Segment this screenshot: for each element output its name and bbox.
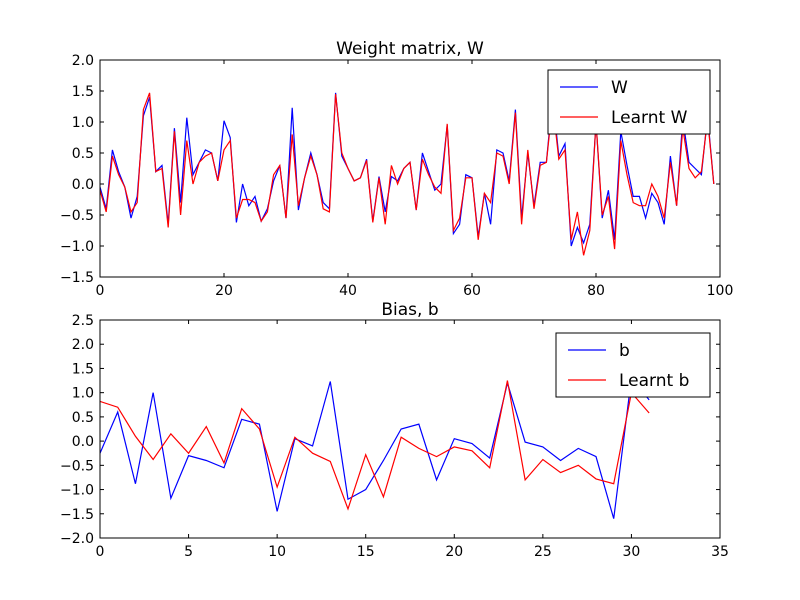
bias-xtick-label: 25	[534, 544, 552, 560]
bias-chart: Bias, b 0 5 10 15 20 25 30 35 −2.0 −1.5 −1.0 −0.5 0.…	[60, 300, 729, 560]
bias-ytick-label: −0.5	[60, 458, 94, 474]
bias-legend-label: Learnt b	[619, 371, 689, 391]
bias-xtick-label: 30	[623, 544, 641, 560]
bias-ytick-label: 0.0	[72, 434, 94, 450]
weight-matrix-ytick-label: −1.0	[60, 239, 94, 255]
bias-ytick-label: 1.0	[72, 386, 94, 402]
bias-legend-box	[555, 332, 711, 398]
weight-matrix-xtick-label: 60	[463, 283, 481, 299]
bias-xtick-label: 35	[711, 544, 729, 560]
weight-matrix-ytick-label: −0.5	[60, 208, 94, 224]
bias-plot-frame	[99, 319, 721, 539]
bias-ytick-label: 2.5	[72, 313, 94, 329]
bias-xtick-label: 5	[184, 544, 193, 560]
bias-ytick-label: −1.5	[60, 507, 94, 523]
bias-ytick-label: −1.0	[60, 483, 94, 499]
bias-legend: b Learnt b	[555, 332, 711, 398]
weight-matrix-xtick-label: 20	[215, 283, 233, 299]
bias-series	[100, 376, 650, 519]
weight-matrix-chart: Weight matrix, W 0 20 40 60 80 100 −1.5 −1.0 −0.…	[60, 39, 733, 299]
weight-matrix-title: Weight matrix, W	[336, 39, 484, 59]
weight-matrix-legend: W Learnt W	[547, 69, 711, 135]
bias-xtick-label: 0	[96, 544, 105, 560]
weight-matrix-xtick-label: 0	[96, 283, 105, 299]
bias-xtick-label: 20	[445, 544, 463, 560]
weight-matrix-xtick-label: 80	[587, 283, 605, 299]
weight-matrix-ytick-label: 1.5	[72, 84, 94, 100]
weight-matrix-ytick-label: 1.0	[72, 115, 94, 131]
weight-matrix-xtick-label: 40	[339, 283, 357, 299]
bias-xtick-label: 15	[357, 544, 375, 560]
weight-matrix-series-learnt-w	[100, 92, 715, 256]
weight-matrix-ytick-label: 0.5	[72, 146, 94, 162]
bias-ytick-label: −2.0	[60, 531, 94, 547]
bias-ticks: 0 5 10 15 20 25 30 35 −2.0 −1.5 −1.0 −0.5 0.0 0.5 1.0 1…	[60, 313, 729, 560]
weight-matrix-legend-label: W	[611, 78, 628, 98]
weight-matrix-ticks: 0 20 40 60 80 100 −1.5 −1.0 −0.5 0.0 0.5 1.0 1.5 2.0	[60, 53, 733, 299]
bias-legend-label: b	[619, 341, 630, 361]
weight-matrix-plot-frame	[99, 59, 721, 278]
weight-matrix-ytick-label: 2.0	[72, 53, 94, 69]
bias-title: Bias, b	[381, 300, 438, 320]
bias-ytick-label: 2.0	[72, 337, 94, 353]
bias-series-learnt-b	[100, 380, 650, 511]
bias-xtick-label: 10	[268, 544, 286, 560]
bias-ytick-label: 0.5	[72, 410, 94, 426]
weight-matrix-legend-box	[547, 69, 711, 135]
weight-matrix-xtick-label: 100	[707, 283, 734, 299]
weight-matrix-series	[100, 92, 715, 256]
weight-matrix-legend-label: Learnt W	[611, 108, 688, 128]
weight-matrix-ytick-label: 0.0	[72, 177, 94, 193]
weight-matrix-ytick-label: −1.5	[60, 270, 94, 286]
bias-ytick-label: 1.5	[72, 361, 94, 377]
